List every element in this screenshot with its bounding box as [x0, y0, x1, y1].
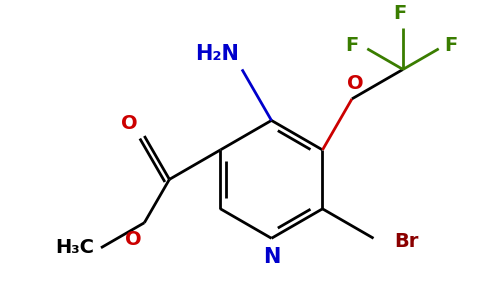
Text: F: F — [345, 36, 359, 55]
Text: N: N — [263, 247, 280, 267]
Text: O: O — [347, 74, 363, 93]
Text: H₃C: H₃C — [55, 238, 94, 257]
Text: F: F — [445, 36, 458, 55]
Text: O: O — [125, 230, 141, 249]
Text: H₂N: H₂N — [195, 44, 239, 64]
Text: O: O — [121, 114, 137, 133]
Text: Br: Br — [394, 232, 419, 251]
Text: F: F — [393, 4, 407, 23]
